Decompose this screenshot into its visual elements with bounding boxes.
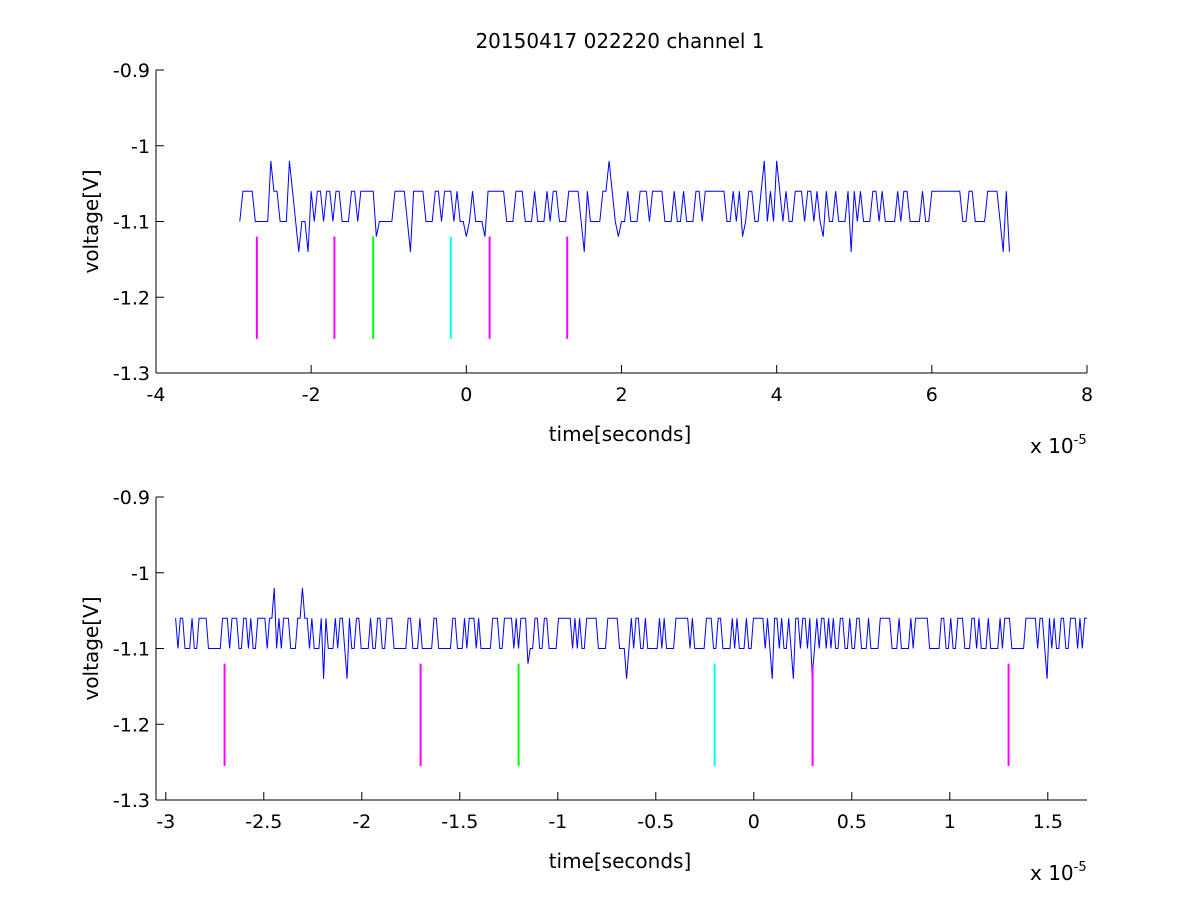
x-tick-label: -2 bbox=[352, 811, 371, 833]
x-tick-label: 6 bbox=[926, 384, 938, 406]
x-tick-label: 0 bbox=[460, 384, 472, 406]
bottom-x-ticks: -3 -2.5 -2 -1.5 -1 -0.5 0 0.5 1 1.5 bbox=[156, 792, 1063, 833]
y-tick-label: -1.2 bbox=[113, 714, 150, 736]
x-tick-label: -3 bbox=[156, 811, 175, 833]
top-x-scale-base: x 10 bbox=[1030, 434, 1074, 458]
x-tick-label: 4 bbox=[771, 384, 783, 406]
bottom-x-scale-base: x 10 bbox=[1030, 861, 1074, 885]
top-y-axis-label: voltage[V] bbox=[79, 169, 103, 273]
bottom-subplot: -0.9 -1 -1.1 -1.2 -1.3 -3 -2.5 -2 -1.5 -1 -0.5 0 0.… bbox=[79, 487, 1087, 885]
y-tick-label: -0.9 bbox=[113, 60, 150, 82]
bottom-event-markers bbox=[223, 663, 1010, 766]
y-tick-label: -1.1 bbox=[113, 639, 150, 661]
signal-trace bbox=[175, 587, 1087, 679]
top-x-ticks: -4 -2 0 2 4 6 8 bbox=[147, 365, 1093, 406]
top-y-ticks: -0.9 -1 -1.1 -1.2 -1.3 bbox=[113, 60, 164, 385]
x-tick-label: -1 bbox=[548, 811, 567, 833]
x-tick-label: -1.5 bbox=[441, 811, 478, 833]
top-event-markers bbox=[255, 236, 569, 339]
x-tick-label: 0.5 bbox=[837, 811, 867, 833]
y-tick-label: -1.3 bbox=[113, 790, 150, 812]
bottom-signal-line bbox=[175, 587, 1087, 679]
y-tick-label: -1.1 bbox=[113, 212, 150, 234]
figure-title: 20150417 022220 channel 1 bbox=[475, 29, 764, 53]
y-tick-label: -1.2 bbox=[113, 287, 150, 309]
top-x-scale-note: x 10-5 bbox=[1030, 433, 1087, 458]
y-tick-label: -1 bbox=[131, 136, 150, 158]
x-tick-label: 1 bbox=[944, 811, 956, 833]
bottom-x-axis-label: time[seconds] bbox=[549, 849, 692, 873]
top-x-axis-label: time[seconds] bbox=[549, 422, 692, 446]
x-tick-label: 1.5 bbox=[1033, 811, 1063, 833]
signal-trace bbox=[239, 160, 1010, 252]
bottom-y-ticks: -0.9 -1 -1.1 -1.2 -1.3 bbox=[113, 487, 164, 812]
bottom-y-axis-label: voltage[V] bbox=[79, 596, 103, 700]
x-tick-label: 8 bbox=[1081, 384, 1093, 406]
y-tick-label: -0.9 bbox=[113, 487, 150, 509]
bottom-x-scale-note: x 10-5 bbox=[1030, 860, 1087, 885]
x-tick-label: -2 bbox=[302, 384, 321, 406]
top-signal-line bbox=[239, 160, 1010, 252]
x-tick-label: -4 bbox=[147, 384, 166, 406]
bottom-x-scale-exponent: -5 bbox=[1074, 860, 1087, 875]
top-subplot: -0.9 -1 -1.1 -1.2 -1.3 -4 -2 0 2 4 6 8 time[second… bbox=[79, 60, 1093, 458]
y-tick-label: -1 bbox=[131, 563, 150, 585]
x-tick-label: -0.5 bbox=[637, 811, 674, 833]
x-tick-label: 0 bbox=[748, 811, 760, 833]
x-tick-label: -2.5 bbox=[245, 811, 282, 833]
top-x-scale-exponent: -5 bbox=[1074, 433, 1087, 448]
y-tick-label: -1.3 bbox=[113, 363, 150, 385]
x-tick-label: 2 bbox=[615, 384, 627, 406]
